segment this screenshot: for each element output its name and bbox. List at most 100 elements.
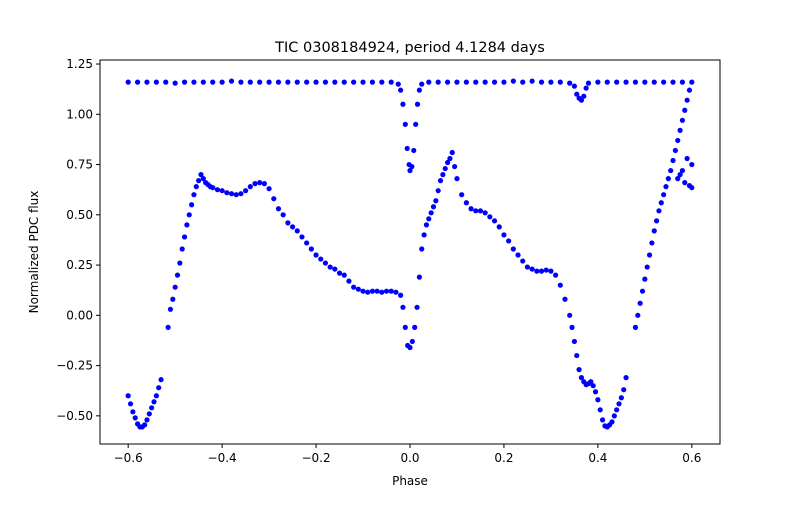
- data-point: [341, 272, 347, 278]
- data-point: [322, 79, 329, 85]
- data-point: [336, 270, 343, 276]
- data-point: [632, 79, 639, 85]
- data-point: [515, 252, 521, 258]
- data-point: [200, 176, 206, 182]
- data-point: [548, 79, 554, 85]
- data-point: [191, 192, 197, 198]
- data-point: [181, 79, 188, 85]
- data-point: [435, 79, 441, 85]
- data-point: [393, 289, 399, 295]
- data-point: [351, 79, 357, 85]
- y-tick-label: 0.00: [66, 308, 93, 322]
- data-point: [219, 79, 225, 85]
- data-point: [576, 367, 582, 373]
- data-point: [567, 80, 573, 86]
- data-point: [574, 352, 580, 359]
- data-point: [529, 266, 535, 272]
- data-point: [623, 79, 629, 85]
- data-point: [672, 147, 678, 154]
- data-point: [200, 79, 206, 85]
- data-point: [675, 137, 681, 144]
- data-point: [534, 268, 540, 274]
- data-point: [668, 167, 674, 174]
- data-point: [463, 200, 469, 206]
- data-point: [172, 80, 178, 86]
- data-point: [172, 284, 178, 290]
- data-point: [651, 228, 657, 234]
- data-point: [308, 246, 314, 252]
- data-point: [597, 407, 603, 413]
- data-point: [585, 80, 592, 86]
- data-point: [473, 208, 479, 214]
- data-point: [181, 234, 188, 240]
- data-point: [501, 79, 507, 85]
- data-point: [463, 79, 469, 85]
- data-point: [322, 260, 329, 266]
- data-point: [679, 167, 686, 174]
- data-point: [623, 375, 629, 381]
- data-point: [496, 224, 502, 230]
- data-point: [299, 234, 305, 240]
- data-point: [416, 87, 422, 93]
- data-point: [644, 264, 650, 270]
- y-axis-ticks: −0.50 −0.25 0.00 0.25 0.50 0.75 1.00 1.25: [56, 57, 100, 423]
- data-point: [618, 395, 624, 401]
- data-point: [482, 210, 488, 216]
- data-point: [684, 97, 690, 103]
- data-point: [247, 184, 253, 190]
- data-point: [423, 222, 430, 228]
- data-point: [435, 188, 441, 194]
- data-point: [219, 188, 225, 194]
- data-point: [447, 155, 453, 162]
- x-tick-label: −0.4: [208, 451, 237, 465]
- x-tick-label: 0.0: [400, 451, 419, 465]
- data-point: [402, 121, 408, 127]
- data-point: [614, 79, 620, 85]
- data-point: [477, 208, 484, 214]
- x-tick-label: 0.2: [494, 451, 513, 465]
- data-point: [179, 246, 185, 252]
- data-point: [271, 196, 277, 202]
- data-point: [304, 79, 310, 85]
- data-point: [583, 85, 589, 91]
- data-point: [125, 393, 131, 399]
- data-point: [689, 161, 695, 168]
- data-point: [174, 272, 181, 278]
- data-point: [313, 252, 319, 258]
- data-point: [599, 417, 606, 423]
- data-point: [670, 79, 676, 85]
- data-point: [433, 198, 439, 204]
- data-point: [409, 338, 415, 345]
- data-point: [165, 324, 171, 330]
- y-axis-label: Normalized PDC flux: [27, 191, 41, 314]
- data-point: [621, 387, 627, 393]
- data-point: [170, 296, 176, 302]
- data-point: [679, 79, 686, 85]
- data-point: [167, 306, 174, 312]
- data-point: [214, 187, 221, 193]
- data-point: [578, 375, 585, 381]
- data-point: [224, 190, 230, 196]
- data-point: [198, 172, 204, 178]
- data-point: [369, 79, 376, 85]
- data-point: [228, 191, 235, 197]
- data-point: [243, 188, 249, 194]
- data-point: [510, 78, 516, 84]
- data-point: [411, 147, 417, 154]
- data-point: [487, 214, 493, 220]
- data-point: [590, 383, 596, 389]
- x-tick-label: 0.6: [682, 451, 701, 465]
- data-point: [388, 79, 394, 85]
- data-point: [574, 91, 580, 97]
- data-point: [459, 192, 465, 198]
- data-point: [247, 79, 253, 85]
- data-point: [437, 178, 444, 184]
- data-point: [332, 79, 338, 85]
- data-point: [635, 312, 641, 318]
- data-point: [651, 79, 657, 85]
- data-point: [677, 172, 683, 178]
- data-point: [529, 78, 535, 84]
- data-point: [468, 206, 474, 212]
- data-point: [289, 224, 296, 230]
